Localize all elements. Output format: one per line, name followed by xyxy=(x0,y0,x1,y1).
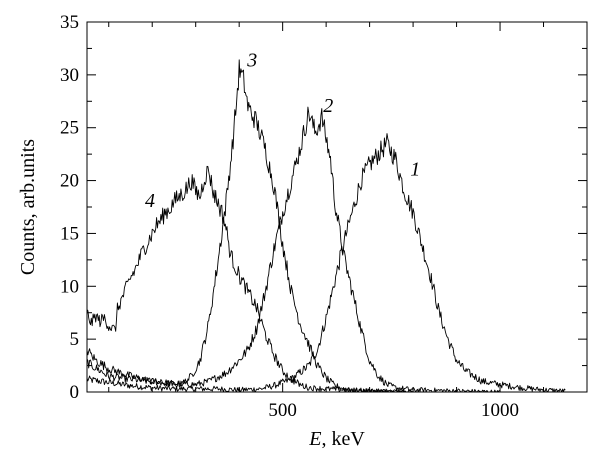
y-axis-label: Counts, arb.units xyxy=(17,139,39,275)
series-4-line xyxy=(86,165,414,393)
x-axis-unit: , keV xyxy=(321,428,365,450)
x-axis-variable: E xyxy=(308,428,321,450)
y-tick-label: 5 xyxy=(70,329,80,350)
x-tick-label: 500 xyxy=(268,400,297,421)
x-axis-label: E, keV xyxy=(308,428,365,450)
data-curves xyxy=(86,59,566,393)
y-tick-label: 10 xyxy=(60,276,79,297)
y-tick-label: 30 xyxy=(60,65,79,86)
tick-labels: 0 5 10 15 20 25 30 35 500 1000 xyxy=(60,12,519,421)
y-tick-label: 20 xyxy=(60,171,79,192)
y-tick-label: 35 xyxy=(60,12,79,33)
curve-label-3: 3 xyxy=(246,49,257,71)
y-tick-label: 15 xyxy=(60,223,79,244)
x-tick-label: 1000 xyxy=(481,400,519,421)
curve-label-1: 1 xyxy=(410,158,420,180)
tick-marks xyxy=(87,21,587,393)
curve-label-4: 4 xyxy=(145,190,155,212)
curve-labels: 1 2 3 4 xyxy=(145,49,420,212)
y-tick-label: 25 xyxy=(60,118,79,139)
curve-label-2: 2 xyxy=(323,95,333,117)
series-2-line xyxy=(86,106,501,393)
plot-frame xyxy=(86,21,588,393)
series-3-line xyxy=(86,59,414,393)
y-tick-label: 0 xyxy=(70,382,80,403)
series-1-line xyxy=(86,133,566,393)
